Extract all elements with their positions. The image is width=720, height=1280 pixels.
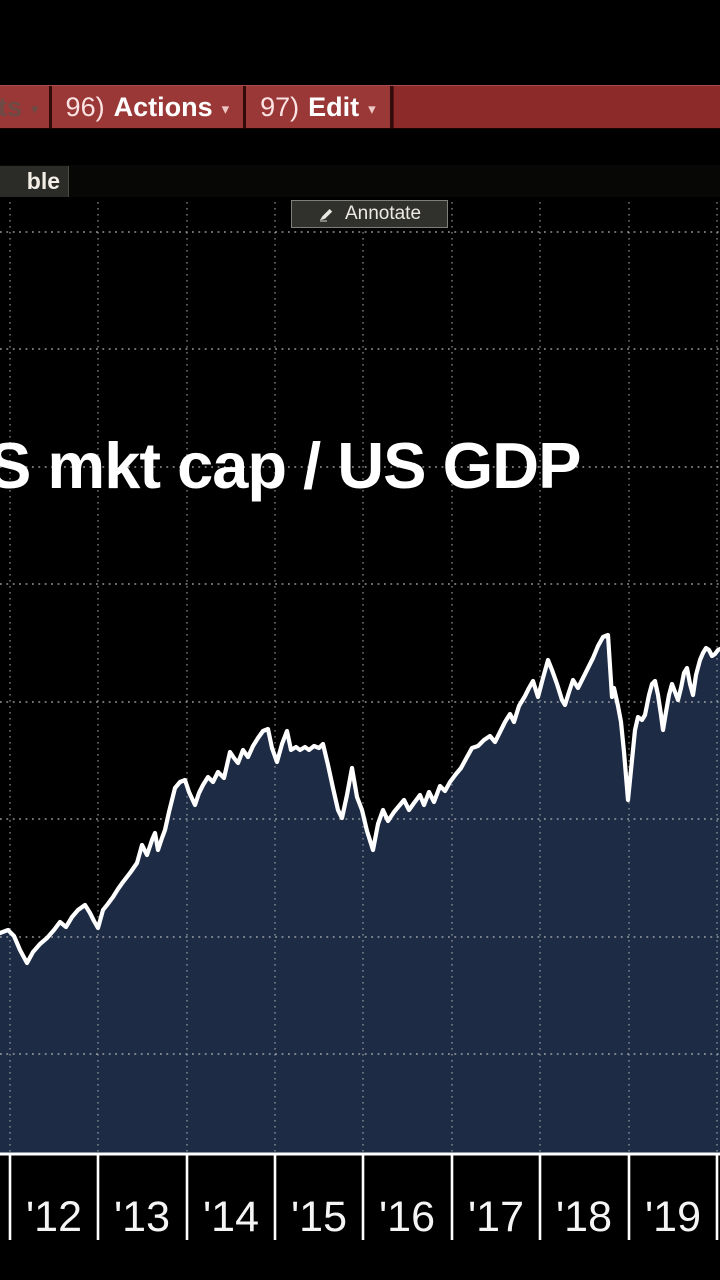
menu-item-truncated-label: ts xyxy=(0,91,23,122)
menu-item-actions-label: Actions xyxy=(113,91,213,122)
toolbar: ts ▾ 96) Actions ▾ 97) Edit ▾ xyxy=(0,85,720,129)
menu-item-edit-key: 97) xyxy=(260,91,300,122)
series-line xyxy=(0,632,720,966)
chart-area[interactable]: '12 '13 '14 '15 '16 '17 '18 '19 S mkt cap / US … xyxy=(0,197,720,1280)
x-tick-label: '19 xyxy=(645,1193,701,1241)
x-tick-label: '18 xyxy=(556,1193,612,1241)
menu-item-actions[interactable]: 96) Actions ▾ xyxy=(52,86,244,128)
x-tick-label: '17 xyxy=(468,1193,524,1241)
toolbar-divider xyxy=(243,86,247,128)
menu-item-actions-key: 96) xyxy=(65,91,105,122)
table-strip: ble xyxy=(0,165,720,198)
toolbar-divider xyxy=(48,86,52,128)
chevron-down-icon: ▾ xyxy=(368,101,376,118)
x-tick-label: '14 xyxy=(203,1193,259,1241)
table-button[interactable]: ble xyxy=(0,166,69,197)
annotate-button-label: Annotate xyxy=(344,203,422,224)
x-tick-label: '12 xyxy=(26,1193,82,1241)
chevron-down-icon: ▾ xyxy=(221,101,230,118)
x-tick-label: '16 xyxy=(379,1193,435,1241)
chevron-down-icon: ▾ xyxy=(31,101,39,118)
pencil-icon xyxy=(319,208,333,222)
toolbar-divider xyxy=(389,86,393,128)
x-tick-label: '13 xyxy=(114,1193,170,1241)
toolbar-empty-area xyxy=(392,86,720,128)
menu-item-truncated[interactable]: ts ▾ xyxy=(0,86,49,128)
annotate-button[interactable]: Annotate xyxy=(291,200,448,228)
x-tick-label: '15 xyxy=(291,1193,347,1241)
menu-item-edit[interactable]: 97) Edit ▾ xyxy=(246,86,390,128)
chart-title: S mkt cap / US GDP xyxy=(0,429,581,502)
menu-item-edit-label: Edit xyxy=(308,91,360,122)
chart-svg[interactable]: '12 '13 '14 '15 '16 '17 '18 '19 xyxy=(0,197,720,1280)
